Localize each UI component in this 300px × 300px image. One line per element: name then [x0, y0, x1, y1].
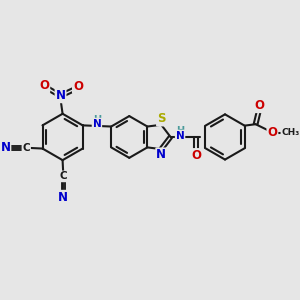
Text: O: O — [254, 99, 264, 112]
Text: H: H — [176, 126, 184, 136]
Text: O: O — [267, 126, 278, 140]
Text: CH₃: CH₃ — [281, 128, 299, 137]
Text: C: C — [22, 143, 30, 153]
Text: H: H — [93, 115, 101, 124]
Text: N: N — [92, 118, 101, 129]
Text: C: C — [59, 171, 67, 182]
Text: O: O — [39, 79, 49, 92]
Text: N: N — [56, 89, 66, 102]
Text: S: S — [157, 112, 166, 125]
Text: N: N — [58, 191, 68, 204]
Text: O: O — [191, 149, 201, 162]
Text: O: O — [73, 80, 83, 93]
Text: N: N — [156, 148, 166, 161]
Text: N: N — [176, 130, 184, 140]
Text: N: N — [0, 142, 11, 154]
